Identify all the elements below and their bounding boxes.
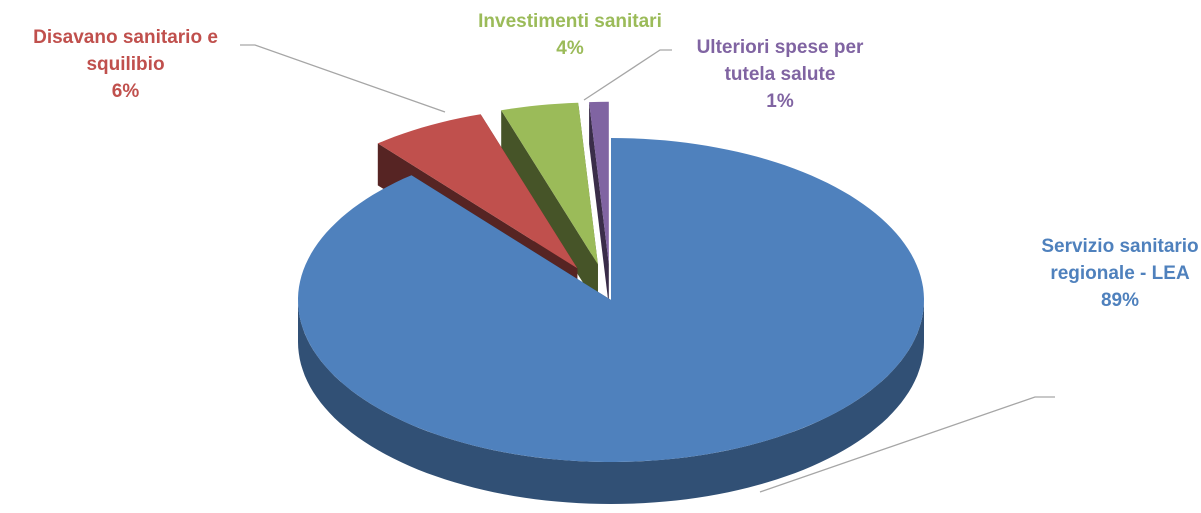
data-label: Investimenti sanitari 4% bbox=[440, 8, 700, 62]
slice bbox=[589, 101, 609, 264]
leader-line bbox=[759, 396, 1055, 493]
category-label: Servizio sanitario regionale - LEA bbox=[1041, 236, 1199, 284]
slice-side bbox=[298, 300, 924, 504]
leader-line bbox=[583, 49, 672, 101]
value-label: 4% bbox=[556, 38, 584, 59]
slice-inner-wall bbox=[501, 110, 598, 307]
leader-line bbox=[240, 44, 446, 113]
data-label: Ulteriori spese per tutela salute 1% bbox=[680, 34, 880, 115]
slice bbox=[501, 102, 598, 307]
category-label: Investimenti sanitari bbox=[478, 11, 662, 32]
value-label: 89% bbox=[1100, 290, 1140, 311]
slice-inner-wall bbox=[589, 102, 609, 306]
slice bbox=[298, 138, 924, 462]
slice bbox=[298, 138, 924, 504]
data-label: Servizio sanitario regionale - LEA 89% bbox=[1030, 233, 1201, 314]
slice bbox=[501, 102, 598, 265]
category-label: Disavano sanitario e squilibio bbox=[33, 27, 218, 75]
value-label: 1% bbox=[766, 91, 794, 112]
data-label: Disavano sanitario e squilibio 6% bbox=[18, 24, 233, 105]
slice bbox=[377, 114, 578, 269]
value-label: 6% bbox=[111, 81, 140, 102]
slice bbox=[589, 101, 609, 306]
category-label: Ulteriori spese per tutela salute bbox=[696, 37, 864, 85]
